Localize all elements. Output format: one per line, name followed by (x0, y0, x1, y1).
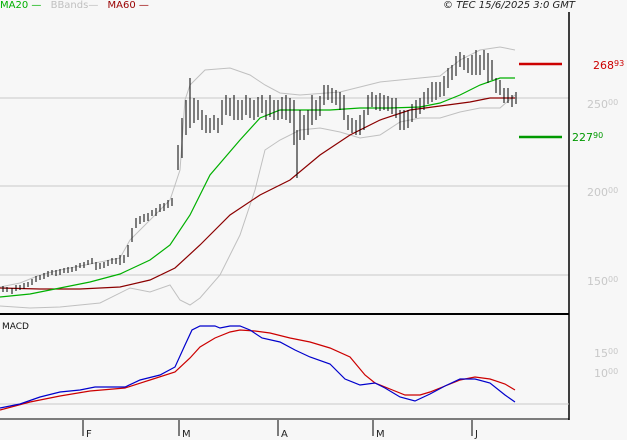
bband-lower (0, 94, 516, 309)
month-label-mar: M (182, 429, 191, 440)
resistance-label: 26893 (593, 59, 624, 72)
y-tick-250: 25000 (587, 98, 618, 111)
legend-ma60: MA60 — (107, 0, 149, 11)
macd-tick-1500: 1500 (594, 347, 618, 360)
support-label: 22790 (572, 131, 603, 144)
chart-legend: MA20 — BBands— MA60 — (0, 0, 155, 12)
month-label-feb: F (86, 429, 92, 440)
macd-line (0, 325, 516, 409)
y-tick-150: 15000 (587, 275, 618, 288)
macd-tick-1000: 1000 (594, 367, 618, 380)
ma60-line (0, 97, 515, 290)
month-label-apr: A (281, 429, 288, 440)
month-label-jun: J (474, 429, 478, 440)
bband-upper (0, 46, 516, 288)
legend-ma20: MA20 — (0, 0, 42, 11)
legend-bbands: BBands— (50, 0, 99, 11)
macd-panel-title: MACD (2, 322, 29, 332)
copyright-text: © TEC 15/6/2025 3:0 GMT (443, 0, 575, 11)
month-label-may: M (376, 429, 385, 440)
price-gridlines (0, 97, 569, 276)
price-bars (2, 50, 517, 294)
macd-signal-line (0, 329, 516, 411)
x-axis-ticks (82, 420, 473, 436)
y-tick-200: 20000 (587, 186, 618, 199)
